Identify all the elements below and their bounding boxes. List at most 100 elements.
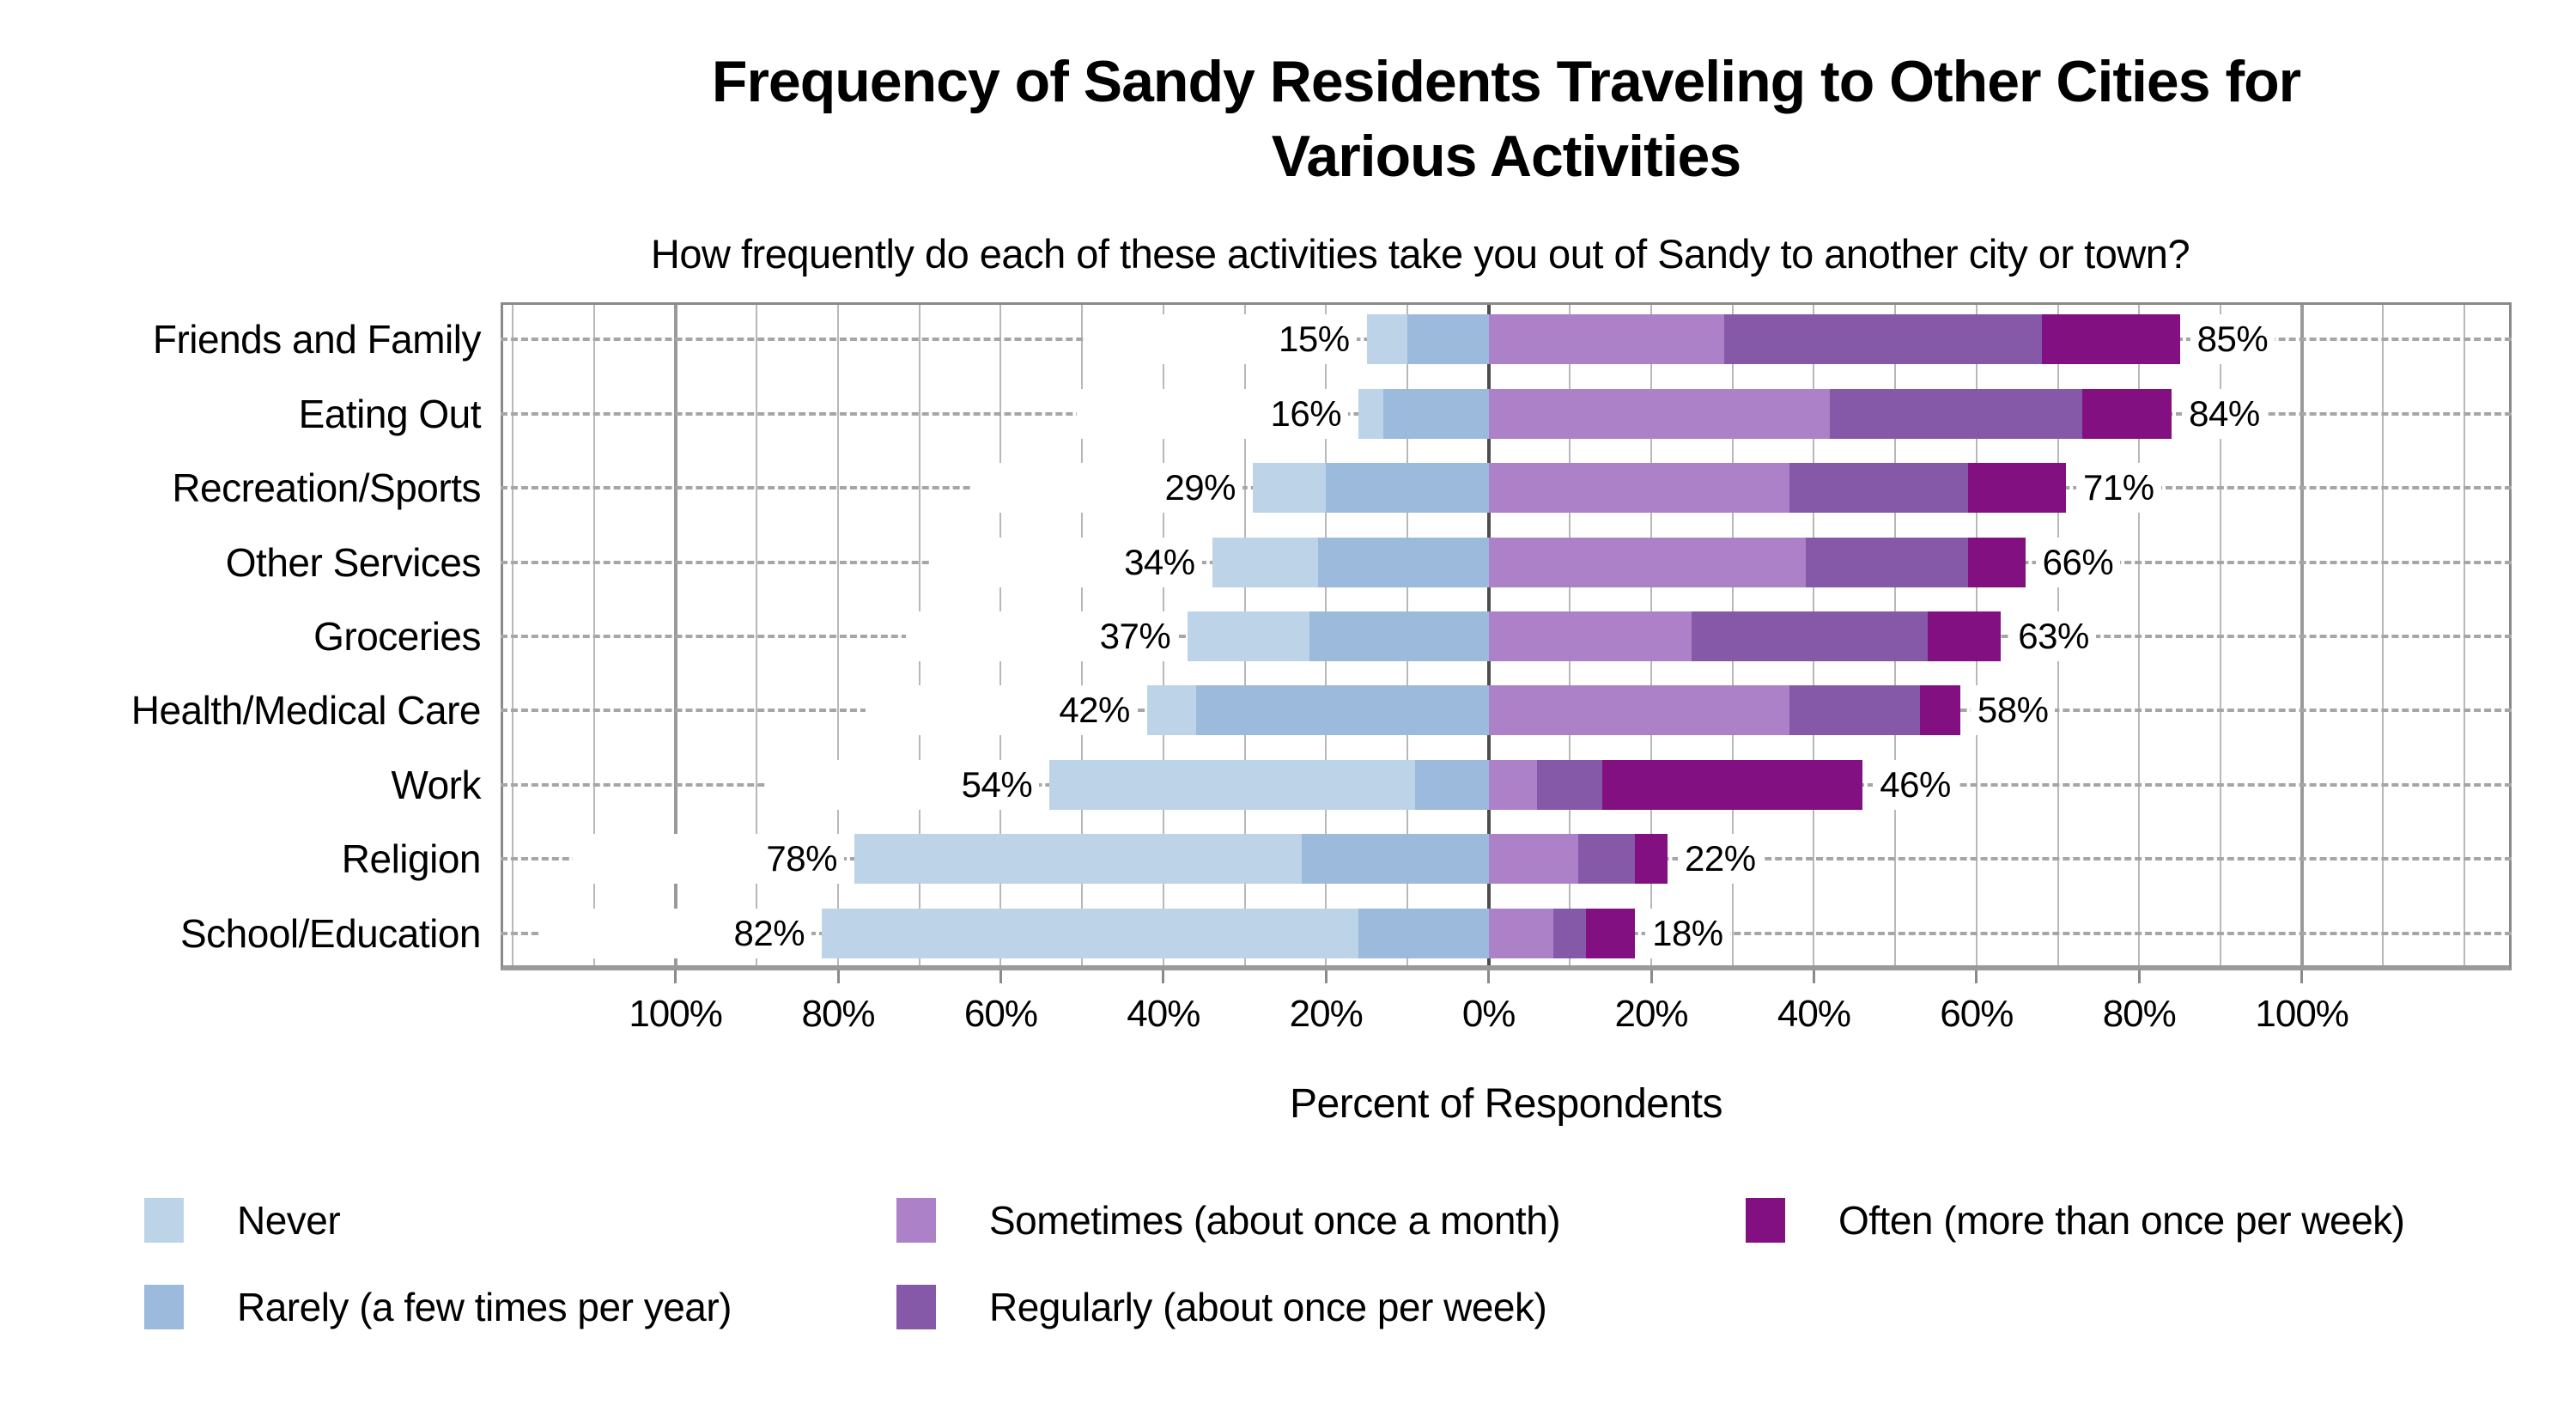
bar-segment-regularly: [1537, 759, 1603, 810]
bar-segment-often: [1968, 537, 2026, 587]
left-total-label: 54%: [768, 759, 1040, 810]
bar-segment-regularly: [1789, 685, 1920, 736]
legend-item-label: Regularly (about once per week): [989, 1285, 1547, 1329]
bar-segment-rarely: [1406, 314, 1489, 365]
bar-segment-never: [1253, 463, 1327, 514]
right-total-label: 22%: [1677, 834, 1763, 885]
bar-segment-regularly: [1789, 463, 1969, 514]
bar-segment-rarely: [1326, 463, 1489, 514]
legend-item-label: Sometimes (about once a month): [989, 1198, 1561, 1243]
x-tick: [836, 970, 840, 983]
bar-segment-never: [1366, 314, 1407, 365]
left-total-label: 82%: [540, 908, 812, 958]
bar-segment-sometimes: [1488, 388, 1831, 439]
legend-item-label: Never: [237, 1198, 341, 1243]
bar-segment-never: [822, 908, 1359, 958]
x-axis-label: Percent of Respondents: [1290, 1081, 1723, 1127]
x-tick: [674, 970, 677, 983]
left-total-label: 37%: [906, 611, 1178, 661]
bar-segment-sometimes: [1488, 314, 1725, 365]
legend-item-label: Often (more than once per week): [1838, 1198, 2405, 1243]
bar-segment-rarely: [1317, 537, 1489, 587]
category-label: Religion: [341, 836, 482, 882]
legend-item: Rarely (a few times per year): [144, 1284, 732, 1330]
bar-segment-often: [1635, 834, 1668, 885]
category-label: Recreation/Sports: [172, 465, 481, 511]
x-tick: [1162, 970, 1165, 983]
legend-item: Often (more than once per week): [1746, 1197, 2405, 1244]
left-total-label: 34%: [930, 537, 1202, 587]
x-tick: [999, 970, 1002, 983]
x-tick: [1649, 970, 1653, 983]
bar-segment-sometimes: [1488, 759, 1538, 810]
bar-segment-often: [1602, 759, 1863, 810]
left-total-label: 78%: [572, 834, 844, 885]
category-label: School/Education: [179, 910, 482, 956]
x-tick-label: 60%: [963, 993, 1038, 1035]
bar-segment-never: [1146, 685, 1196, 736]
category-label: Eating Out: [298, 391, 482, 436]
page-title: Frequency of Sandy Residents Traveling t…: [501, 45, 2512, 194]
x-tick-label: 80%: [2102, 993, 2177, 1035]
left-total-label: 42%: [865, 685, 1137, 736]
x-tick: [1975, 970, 1978, 983]
right-total-label: 46%: [1873, 759, 1958, 810]
bar-segment-regularly: [1830, 388, 2082, 439]
legend-swatch: [896, 1285, 936, 1329]
bar-segment-sometimes: [1488, 463, 1790, 514]
legend-item: Never: [144, 1197, 341, 1244]
bar-segment-often: [1919, 685, 1960, 736]
x-tick-label: 60%: [1940, 993, 2014, 1035]
right-total-label: 84%: [2182, 388, 2267, 439]
bar-segment-often: [1586, 908, 1636, 958]
x-tick-label: 0%: [1461, 993, 1516, 1035]
bar-segment-sometimes: [1488, 537, 1806, 587]
x-tick-label: 100%: [2255, 993, 2349, 1035]
chart-subtitle: How frequently do each of these activiti…: [650, 231, 2190, 277]
bar-segment-regularly: [1553, 908, 1587, 958]
right-total-label: 66%: [2035, 537, 2121, 587]
right-total-label: 63%: [2011, 611, 2096, 661]
bar-segment-sometimes: [1488, 685, 1790, 736]
right-total-label: 18%: [1645, 908, 1730, 958]
legend-item: Regularly (about once per week): [896, 1284, 1547, 1330]
legend-swatch: [144, 1285, 184, 1329]
x-tick: [1487, 970, 1491, 983]
bar-segment-never: [1049, 759, 1416, 810]
x-tick-label: 80%: [801, 993, 875, 1035]
right-total-label: 71%: [2076, 463, 2161, 514]
bar-segment-rarely: [1309, 611, 1489, 661]
x-tick-label: 20%: [1289, 993, 1364, 1035]
right-total-label: 58%: [1970, 685, 2056, 736]
bar-segment-rarely: [1382, 388, 1489, 439]
bar-segment-rarely: [1195, 685, 1489, 736]
category-label: Health/Medical Care: [131, 688, 482, 733]
legend-item-label: Rarely (a few times per year): [237, 1285, 732, 1329]
bar-segment-often: [1968, 463, 2067, 514]
legend-swatch: [1746, 1198, 1785, 1243]
bar-segment-sometimes: [1488, 834, 1578, 885]
bar-segment-never: [1188, 611, 1310, 661]
x-tick: [2137, 970, 2141, 983]
bar-segment-sometimes: [1488, 611, 1692, 661]
legend-swatch: [144, 1198, 184, 1243]
x-tick: [2300, 970, 2304, 983]
bar-segment-rarely: [1415, 759, 1489, 810]
x-tick-label: 40%: [1777, 993, 1851, 1035]
bar-segment-sometimes: [1488, 908, 1554, 958]
right-total-label: 85%: [2190, 314, 2275, 365]
x-tick-label: 20%: [1614, 993, 1688, 1035]
x-tick-label: 40%: [1127, 993, 1200, 1035]
legend-item: Sometimes (about once a month): [896, 1197, 1561, 1244]
x-tick: [1812, 970, 1815, 983]
bar-segment-often: [2041, 314, 2180, 365]
bar-segment-often: [2081, 388, 2172, 439]
bar-segment-rarely: [1301, 834, 1489, 885]
bar-segment-regularly: [1577, 834, 1636, 885]
title-line-1: Frequency of Sandy Residents Traveling t…: [711, 49, 2301, 114]
category-label: Other Services: [225, 539, 482, 585]
bar-segment-regularly: [1805, 537, 1969, 587]
bar-segment-rarely: [1358, 908, 1489, 958]
x-tick-label: 100%: [629, 993, 723, 1035]
